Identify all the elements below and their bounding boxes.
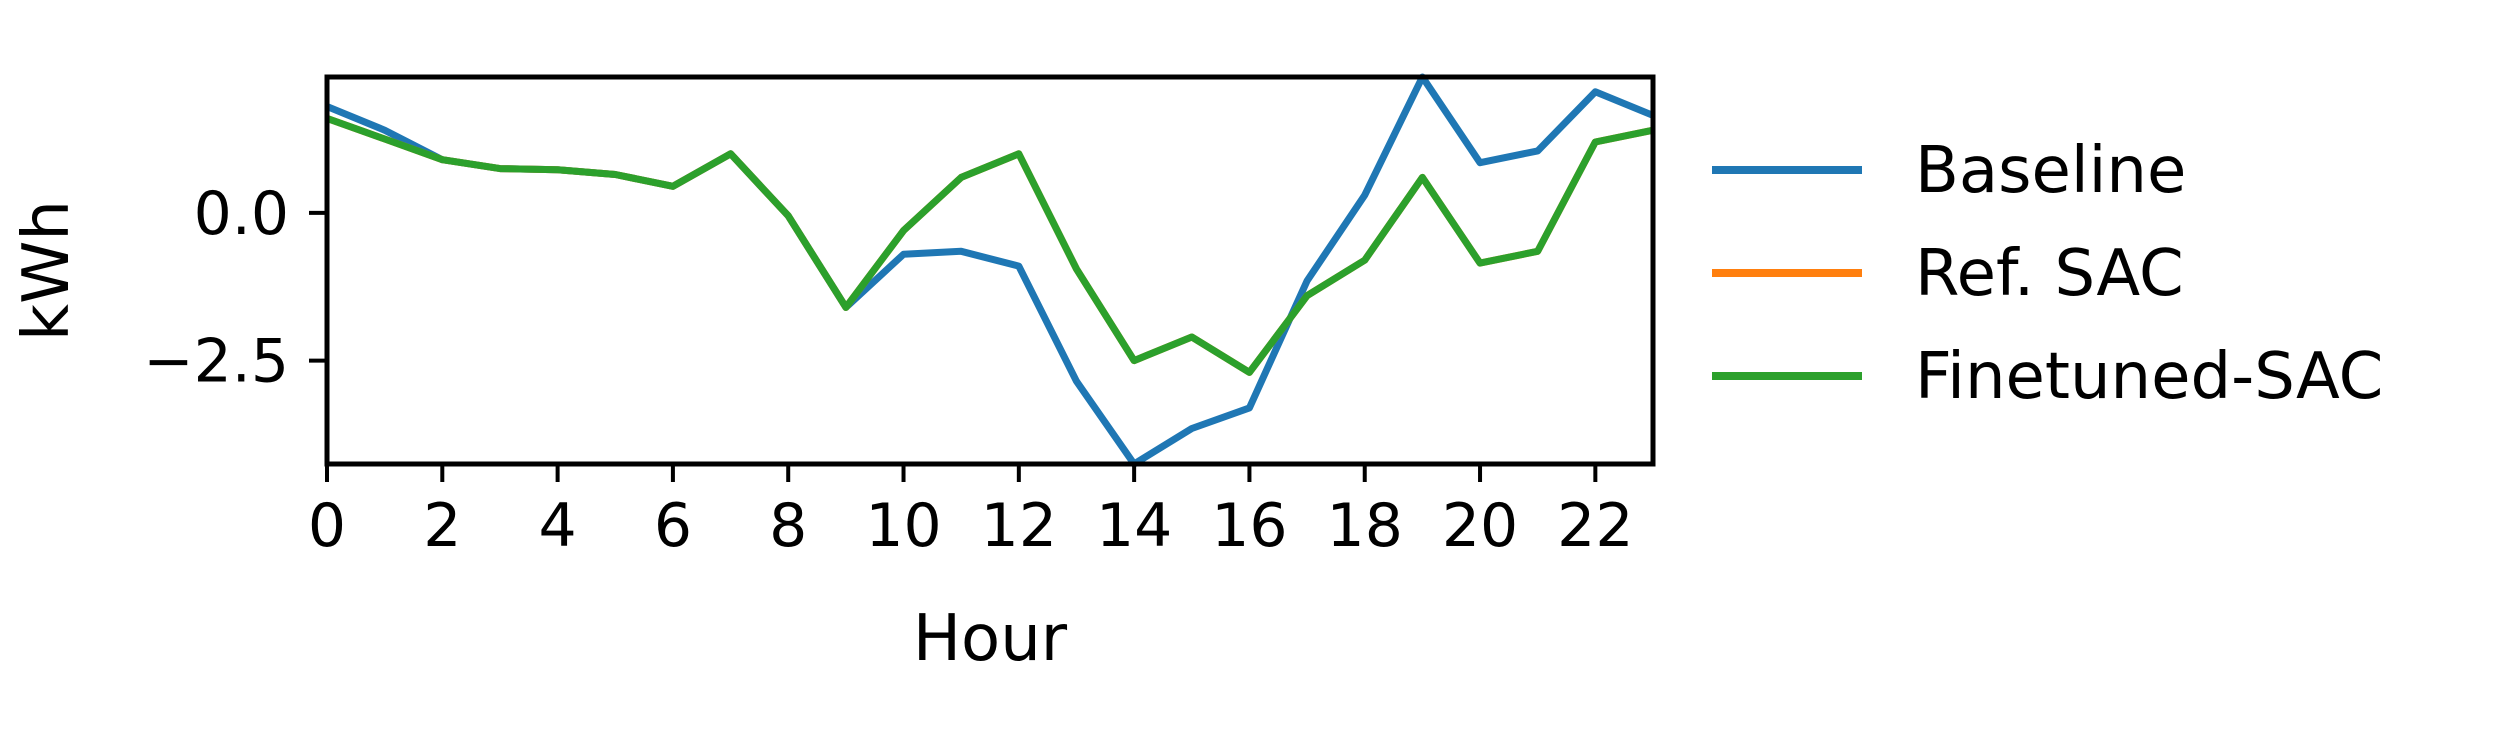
x-tick-label: 2 [423,491,461,561]
x-tick-label: 8 [769,491,807,561]
y-tick-label: −2.5 [143,327,289,397]
series-line-ref-sac [327,114,1653,376]
x-axis-label: Hour [913,602,1068,676]
plot-frame [324,74,1656,467]
x-tick-label: 14 [1096,491,1172,561]
series-layer [327,73,1653,468]
x-tick-label: 18 [1327,491,1403,561]
x-axis: 0 2 4 6 8 10 12 14 16 18 20 22 [308,464,1634,561]
y-axis-label: kWh [10,200,84,341]
x-tick-label: 4 [539,491,577,561]
series-line-baseline [327,73,1653,468]
x-tick-label: 6 [654,491,692,561]
legend-label-baseline: Baseline [1915,134,2186,208]
x-tick-label: 20 [1442,491,1518,561]
y-axis: −2.5 0.0 [143,179,327,397]
x-tick-label: 12 [981,491,1057,561]
series-line-finetuned-sac [327,114,1653,376]
x-tick-label: 16 [1211,491,1287,561]
x-tick-label: 22 [1557,491,1633,561]
x-tick-label: 10 [865,491,941,561]
legend-label-ref-sac: Ref. SAC [1915,237,2184,311]
x-tick-label: 0 [308,491,346,561]
y-tick-label: 0.0 [194,179,289,249]
legend-label-finetuned-sac: Finetuned-SAC [1915,340,2383,414]
legend: Baseline Ref. SAC Finetuned-SAC [1712,134,2383,414]
